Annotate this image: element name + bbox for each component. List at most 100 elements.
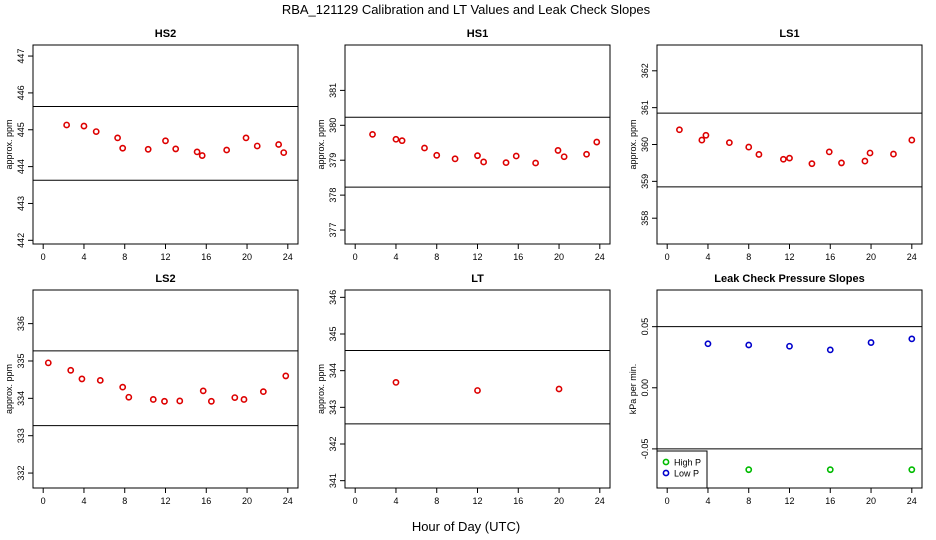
x-tick-label: 4 xyxy=(81,252,86,262)
data-point xyxy=(223,146,231,154)
x-tick-label: 0 xyxy=(41,496,46,506)
data-point xyxy=(253,142,261,150)
data-point xyxy=(96,377,104,384)
y-tick-label: 443 xyxy=(16,196,26,211)
data-point xyxy=(275,141,283,148)
y-tick-label: 379 xyxy=(328,153,338,168)
x-tick-label: 20 xyxy=(242,496,252,506)
x-tick-label: 16 xyxy=(201,496,211,506)
panel-ls1: LS1 0 4 8 12 16 20 24 358 359 360 361 362 approx. ppm xyxy=(628,28,923,262)
data-point xyxy=(704,340,712,348)
data-point xyxy=(745,466,753,474)
panel-hs1: HS1 0 4 8 12 16 20 24 377 378 379 380 381 approx. ppm xyxy=(316,28,611,262)
data-point xyxy=(392,378,400,386)
y-tick-label: 361 xyxy=(640,100,650,115)
x-tick-label: 24 xyxy=(283,496,293,506)
data-point xyxy=(125,393,133,401)
y-tick-label: 445 xyxy=(16,122,26,137)
panel-title: LS1 xyxy=(779,28,799,40)
data-point xyxy=(826,346,834,354)
panel-title: LS2 xyxy=(155,273,175,285)
data-point xyxy=(745,341,753,349)
x-tick-label: 12 xyxy=(784,252,794,262)
x-tick-label: 16 xyxy=(825,496,835,506)
data-point xyxy=(392,135,400,143)
y-tick-label: 377 xyxy=(328,223,338,238)
x-tick-label: 16 xyxy=(825,252,835,262)
y-tick-label: 342 xyxy=(328,436,338,451)
y-axis-label: approx. ppm xyxy=(316,364,326,414)
data-point xyxy=(825,148,833,156)
x-tick-label: 20 xyxy=(866,496,876,506)
y-axis-label: approx. ppm xyxy=(4,119,14,169)
data-point xyxy=(114,134,121,142)
x-tick-label: 20 xyxy=(242,252,252,262)
x-tick-label: 12 xyxy=(472,252,482,262)
legend-marker xyxy=(662,469,670,477)
y-axis-label: kPa per min. xyxy=(628,364,638,415)
data-point xyxy=(786,154,793,162)
y-tick-label: 343 xyxy=(328,400,338,415)
x-tick-label: 0 xyxy=(665,252,670,262)
x-tick-label: 4 xyxy=(705,252,710,262)
y-tick-label: 0.05 xyxy=(640,318,650,336)
data-point xyxy=(198,152,206,159)
y-tick-label: 442 xyxy=(16,233,26,248)
x-tick-label: 0 xyxy=(353,252,358,262)
data-point xyxy=(44,359,52,367)
y-tick-label: 362 xyxy=(640,63,650,78)
data-point xyxy=(451,155,459,163)
data-point xyxy=(369,130,376,138)
x-tick-label: 8 xyxy=(434,496,439,506)
data-point xyxy=(207,397,215,405)
y-tick-label: 446 xyxy=(16,85,26,100)
panel-title: Leak Check Pressure Slopes xyxy=(714,273,864,285)
y-tick-label: -0.05 xyxy=(640,439,650,460)
data-point xyxy=(725,139,733,147)
x-tick-label: 12 xyxy=(784,496,794,506)
data-point xyxy=(149,396,157,403)
data-point xyxy=(861,157,869,165)
x-tick-label: 0 xyxy=(353,496,358,506)
legend-label: Low P xyxy=(674,469,699,479)
data-point xyxy=(78,375,86,383)
x-tick-label: 8 xyxy=(122,252,127,262)
y-tick-label: 447 xyxy=(16,49,26,64)
data-point xyxy=(698,136,706,144)
data-point xyxy=(808,160,816,168)
data-point xyxy=(80,122,88,130)
data-point xyxy=(512,152,520,160)
data-point xyxy=(242,134,250,142)
y-tick-label: 335 xyxy=(16,353,26,368)
x-tick-label: 20 xyxy=(554,496,564,506)
plot-frame xyxy=(32,44,299,245)
x-tick-label: 20 xyxy=(866,252,876,262)
data-point xyxy=(676,126,683,134)
y-axis-label: approx. ppm xyxy=(4,364,14,414)
y-tick-label: 334 xyxy=(16,391,26,406)
x-tick-label: 24 xyxy=(595,496,605,506)
data-point xyxy=(193,148,201,156)
data-point xyxy=(745,143,753,151)
data-point xyxy=(890,150,897,158)
y-tick-label: 336 xyxy=(16,316,26,331)
y-tick-label: 0.00 xyxy=(640,379,650,397)
figure-x-label: Hour of Day (UTC) xyxy=(412,519,520,534)
data-point xyxy=(593,138,601,146)
data-point xyxy=(702,131,710,139)
data-point xyxy=(532,159,539,167)
x-tick-label: 16 xyxy=(513,496,523,506)
x-tick-label: 12 xyxy=(160,496,170,506)
x-tick-label: 16 xyxy=(513,252,523,262)
panel-ls2: LS2 0 4 8 12 16 20 24 332 333 334 335 336 approx. ppm xyxy=(4,273,299,506)
data-point xyxy=(199,387,207,395)
x-tick-label: 4 xyxy=(393,496,398,506)
y-tick-label: 358 xyxy=(640,211,650,226)
data-point xyxy=(280,149,288,157)
x-tick-label: 4 xyxy=(81,496,86,506)
data-point xyxy=(480,158,488,166)
y-tick-label: 344 xyxy=(328,363,338,378)
plot-frame xyxy=(656,44,923,245)
y-tick-label: 444 xyxy=(16,159,26,174)
